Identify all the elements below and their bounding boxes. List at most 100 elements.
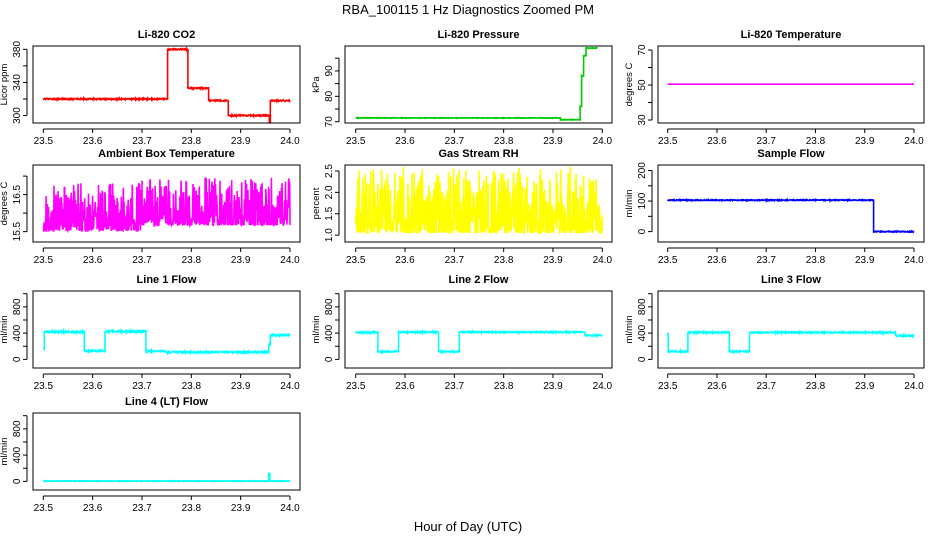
y-tick-label: 400 — [12, 324, 23, 341]
plot-box — [32, 45, 301, 124]
y-tick-label: 80 — [324, 90, 335, 102]
x-axis-label: Hour of Day (UTC) — [414, 519, 522, 534]
x-tick-label: 23.9 — [855, 136, 875, 147]
x-tick-label: 23.7 — [445, 136, 465, 147]
data-series-line — [355, 46, 598, 122]
panel-title: Li-820 Temperature — [741, 29, 842, 41]
x-tick-label: 23.9 — [855, 255, 875, 266]
y-tick-label: 2.0 — [324, 185, 335, 199]
y-tick-label: 400 — [12, 446, 23, 463]
panel-title: Li-820 Pressure — [438, 29, 520, 41]
x-tick-label: 23.8 — [182, 381, 202, 392]
y-tick-label: 0 — [637, 228, 648, 234]
data-series-line — [43, 471, 291, 483]
x-tick-label: 23.7 — [445, 255, 465, 266]
panel-li-820-co2: Li-820 CO2 23.5 23.6 23.7 23.8 23.9 24.0 300 340… — [0, 29, 301, 147]
y-tick-label: 340 — [12, 74, 23, 91]
y-tick-label: 800 — [637, 298, 648, 315]
x-tick-label: 23.9 — [543, 381, 563, 392]
x-tick-label: 23.8 — [182, 136, 202, 147]
y-tick-label: 30 — [637, 114, 648, 126]
x-tick-label: 23.9 — [543, 136, 563, 147]
x-tick-label: 24.0 — [280, 503, 300, 514]
plot-box — [657, 290, 925, 369]
x-tick-label: 23.9 — [231, 503, 251, 514]
y-tick-label: 800 — [12, 298, 23, 315]
panel-title: Ambient Box Temperature — [98, 148, 235, 160]
panel-title: Gas Stream RH — [438, 148, 518, 160]
x-tick-label: 23.5 — [658, 381, 678, 392]
y-tick-label: 2.5 — [324, 164, 335, 178]
y-axis-label: ml/min — [624, 316, 635, 344]
y-tick-label: 100 — [637, 192, 648, 209]
x-tick-label: 23.6 — [83, 381, 103, 392]
data-series-line — [42, 46, 291, 124]
x-tick-label: 23.8 — [494, 136, 514, 147]
plot-box — [32, 290, 301, 369]
y-tick-label: 16.5 — [12, 184, 23, 204]
y-axis-label: percent — [311, 187, 322, 219]
x-tick-label: 23.9 — [855, 381, 875, 392]
x-tick-label: 23.7 — [756, 255, 776, 266]
y-axis-label: ml/min — [624, 190, 635, 218]
y-tick-label: 0 — [324, 356, 335, 362]
y-axis-label: Licor ppm — [0, 64, 10, 106]
panel-title: Sample Flow — [757, 148, 825, 160]
x-tick-label: 23.8 — [806, 381, 826, 392]
x-tick-label: 23.7 — [756, 136, 776, 147]
data-series-line — [666, 328, 915, 355]
x-tick-label: 23.8 — [494, 381, 514, 392]
x-tick-label: 23.6 — [707, 381, 727, 392]
x-tick-label: 24.0 — [280, 136, 300, 147]
panel-li-820-pressure: Li-820 Pressure 23.5 23.6 23.7 23.8 23.9 24.0 7… — [311, 29, 613, 147]
x-tick-label: 23.8 — [182, 503, 202, 514]
y-tick-label: 90 — [324, 65, 335, 77]
y-tick-label: 15.5 — [12, 221, 23, 241]
y-tick-label: 400 — [324, 324, 335, 341]
y-tick-label: 380 — [12, 41, 23, 58]
y-axis-label: kPa — [311, 76, 322, 93]
x-tick-label: 23.8 — [806, 136, 826, 147]
panel-sample-flow: Sample Flow 23.5 23.6 23.7 23.8 23.9 24.0 0 100 2… — [624, 148, 925, 266]
x-tick-label: 24.0 — [904, 381, 924, 392]
y-tick-label: 0 — [637, 356, 648, 362]
plot-box — [32, 412, 301, 491]
x-tick-label: 23.9 — [231, 381, 251, 392]
x-tick-label: 24.0 — [904, 136, 924, 147]
x-tick-label: 23.7 — [132, 503, 152, 514]
y-tick-label: 200 — [637, 162, 648, 179]
x-tick-label: 23.5 — [346, 255, 366, 266]
x-tick-label: 23.7 — [756, 381, 776, 392]
x-tick-label: 24.0 — [593, 255, 613, 266]
x-tick-label: 23.5 — [34, 255, 54, 266]
data-series-line — [354, 328, 603, 355]
y-tick-label: 800 — [324, 298, 335, 315]
x-tick-label: 23.7 — [132, 136, 152, 147]
panel-title: Li-820 CO2 — [138, 29, 195, 41]
plot-box — [344, 45, 613, 124]
x-tick-label: 23.9 — [231, 136, 251, 147]
panel-gas-stream-rh: Gas Stream RH 23.5 23.6 23.7 23.8 23.9 24.0 1.0… — [311, 148, 613, 266]
x-tick-label: 23.6 — [83, 255, 103, 266]
x-tick-label: 23.7 — [445, 381, 465, 392]
y-tick-label: 70 — [324, 116, 335, 128]
y-tick-label: 50 — [637, 79, 648, 91]
x-tick-label: 23.5 — [34, 381, 54, 392]
x-tick-label: 23.6 — [707, 136, 727, 147]
x-tick-label: 24.0 — [280, 381, 300, 392]
y-axis-label: ml/min — [311, 316, 322, 344]
panel-line-3-flow: Line 3 Flow 23.5 23.6 23.7 23.8 23.9 24.0 0 400 8… — [624, 274, 925, 392]
panel-title: Line 2 Flow — [449, 274, 509, 286]
y-tick-label: 1.5 — [324, 206, 335, 220]
data-series-line — [42, 177, 291, 234]
x-tick-label: 23.5 — [658, 255, 678, 266]
x-tick-label: 23.5 — [346, 136, 366, 147]
x-tick-label: 24.0 — [280, 255, 300, 266]
x-tick-label: 24.0 — [593, 136, 613, 147]
panel-ambient-box-temperature: Ambient Box Temperature 23.5 23.6 23.7 23.8 2… — [0, 148, 301, 266]
x-tick-label: 23.6 — [707, 255, 727, 266]
x-tick-label: 23.7 — [132, 381, 152, 392]
y-tick-label: 300 — [12, 107, 23, 124]
panel-line-4-lt-flow: Line 4 (LT) Flow 23.5 23.6 23.7 23.8 23.9 24.0… — [0, 396, 301, 514]
